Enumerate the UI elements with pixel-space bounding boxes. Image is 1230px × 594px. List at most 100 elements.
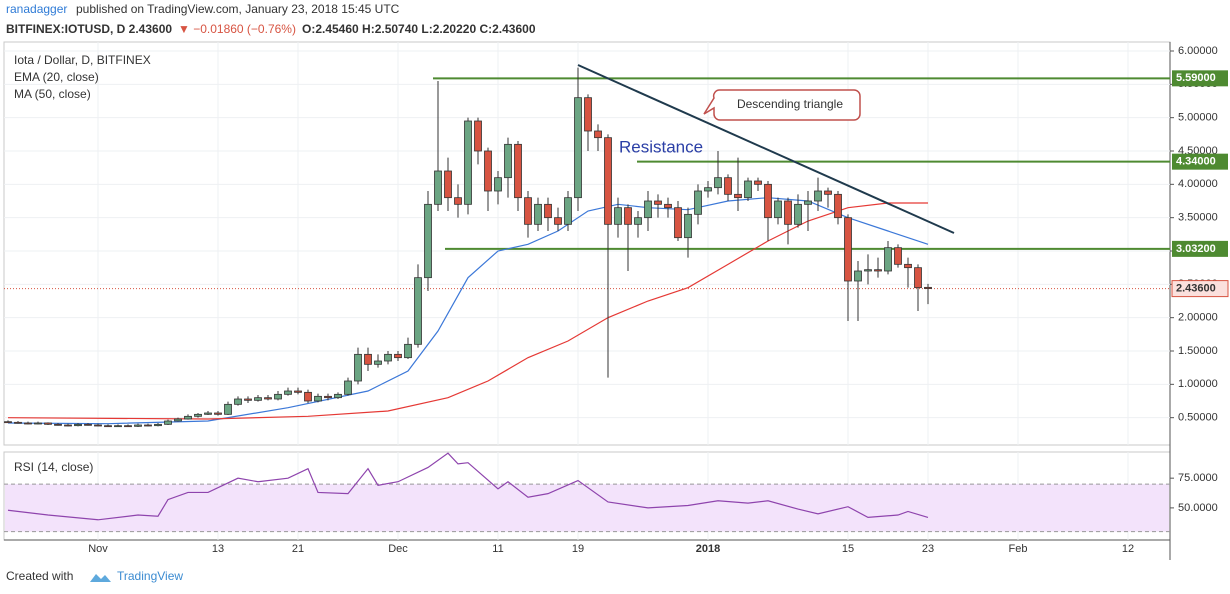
candle-body (854, 270, 862, 282)
candle-body (14, 421, 22, 424)
x-tick-label: Feb (1009, 543, 1028, 555)
candle-body (514, 143, 522, 199)
ohlc: O:2.45460 H:2.50740 L:2.20220 C:2.43600 (302, 22, 536, 36)
level-label-box (1172, 240, 1228, 257)
x-tick-label: 23 (922, 543, 934, 555)
candle-body (834, 193, 842, 219)
y-tick-label: 4.00000 (1178, 178, 1218, 190)
candle-body (194, 413, 202, 417)
candle-body (124, 425, 132, 428)
x-tick-label: 11 (492, 543, 503, 555)
candle-body (464, 120, 472, 205)
logo (90, 574, 111, 582)
candle-body (484, 150, 492, 192)
x-tick-label: 15 (842, 543, 854, 555)
candle-body (914, 267, 922, 289)
x-tick-label: Dec (388, 543, 408, 555)
candle-body (184, 415, 192, 420)
candle-body (44, 422, 52, 425)
level-label: 4.34000 (1176, 156, 1216, 168)
candle-body (264, 397, 272, 400)
candle-body (564, 197, 572, 225)
candle-body (754, 180, 762, 185)
change: ▼ −0.01860 (−0.76%) (178, 22, 296, 36)
candle-body (444, 170, 452, 199)
candle-body (614, 207, 622, 225)
candle-body (654, 200, 662, 205)
candle-body (204, 412, 212, 415)
candle-body (334, 393, 342, 399)
candle-body (64, 424, 72, 427)
candle-body (714, 177, 722, 189)
candle-body (94, 424, 102, 427)
candle-body (154, 423, 162, 427)
published: published on TradingView.com, January 23… (76, 2, 400, 16)
candle-body (224, 403, 232, 415)
candle-body (494, 177, 502, 192)
candle-body (924, 286, 932, 289)
candle-body (524, 197, 532, 225)
candle-body (884, 247, 892, 272)
candle-body (894, 247, 902, 265)
candle-body (584, 97, 592, 132)
candle-body (844, 217, 852, 282)
x-tick-label: Nov (88, 543, 108, 555)
candle-body (284, 390, 292, 395)
candle-body (694, 190, 702, 215)
rsi-band (5, 484, 1169, 532)
candle-body (554, 217, 562, 225)
candle-body (114, 425, 122, 428)
callout (703, 89, 861, 121)
candle-body (804, 200, 812, 205)
y-tick-label: 3.50000 (1178, 212, 1218, 224)
level-label: 5.59000 (1176, 72, 1216, 84)
candle-body (54, 423, 62, 426)
candle-body (134, 424, 142, 427)
candle-body (864, 269, 872, 272)
y-tick-label: 0.50000 (1178, 412, 1218, 424)
plot (4, 42, 1170, 540)
candle-body (214, 412, 222, 415)
candle-body (104, 425, 112, 428)
candle-body (374, 360, 382, 365)
rsi-title: RSI (14, close) (14, 460, 93, 474)
candle-body (174, 418, 182, 422)
chart-title: Iota / Dollar, D, BITFINEX (14, 53, 151, 67)
quote: BITFINEX:IOTUSD, D 2.43600 (6, 22, 172, 36)
candle-body (164, 420, 172, 425)
candle-body (454, 197, 462, 205)
candle-body (294, 390, 302, 393)
footer-created: Created with (6, 569, 73, 583)
candle-body (534, 203, 542, 225)
last-price-box (1171, 280, 1229, 298)
footer-brand[interactable]: TradingView (117, 569, 183, 583)
resistance-label: Resistance (619, 137, 703, 156)
candle-body (724, 177, 732, 195)
candle-body (274, 393, 282, 400)
rsi-tick-label: 50.0000 (1178, 502, 1218, 514)
y-tick-label: 5.00000 (1178, 112, 1218, 124)
candle-body (744, 180, 752, 199)
candle-body (314, 395, 322, 402)
y-tick-label: 6.00000 (1178, 45, 1218, 57)
candle-body (4, 421, 12, 424)
candle-body (734, 193, 742, 199)
candle-body (624, 207, 632, 225)
candle-body (794, 203, 802, 225)
candle-body (904, 263, 912, 269)
y-tick-label: 1.50000 (1178, 345, 1218, 357)
candle-body (144, 424, 152, 427)
candle-body (254, 397, 262, 401)
level-label-box (1172, 70, 1228, 87)
candle-body (604, 137, 612, 225)
candle-body (644, 200, 652, 219)
candle-body (234, 398, 242, 405)
candle-body (774, 200, 782, 219)
candle-body (784, 200, 792, 225)
candle-body (74, 423, 82, 427)
candle-body (394, 353, 402, 359)
last-price-label: 2.43600 (1176, 283, 1216, 295)
author[interactable]: ranadagger (6, 2, 67, 16)
candle-body (84, 423, 92, 426)
